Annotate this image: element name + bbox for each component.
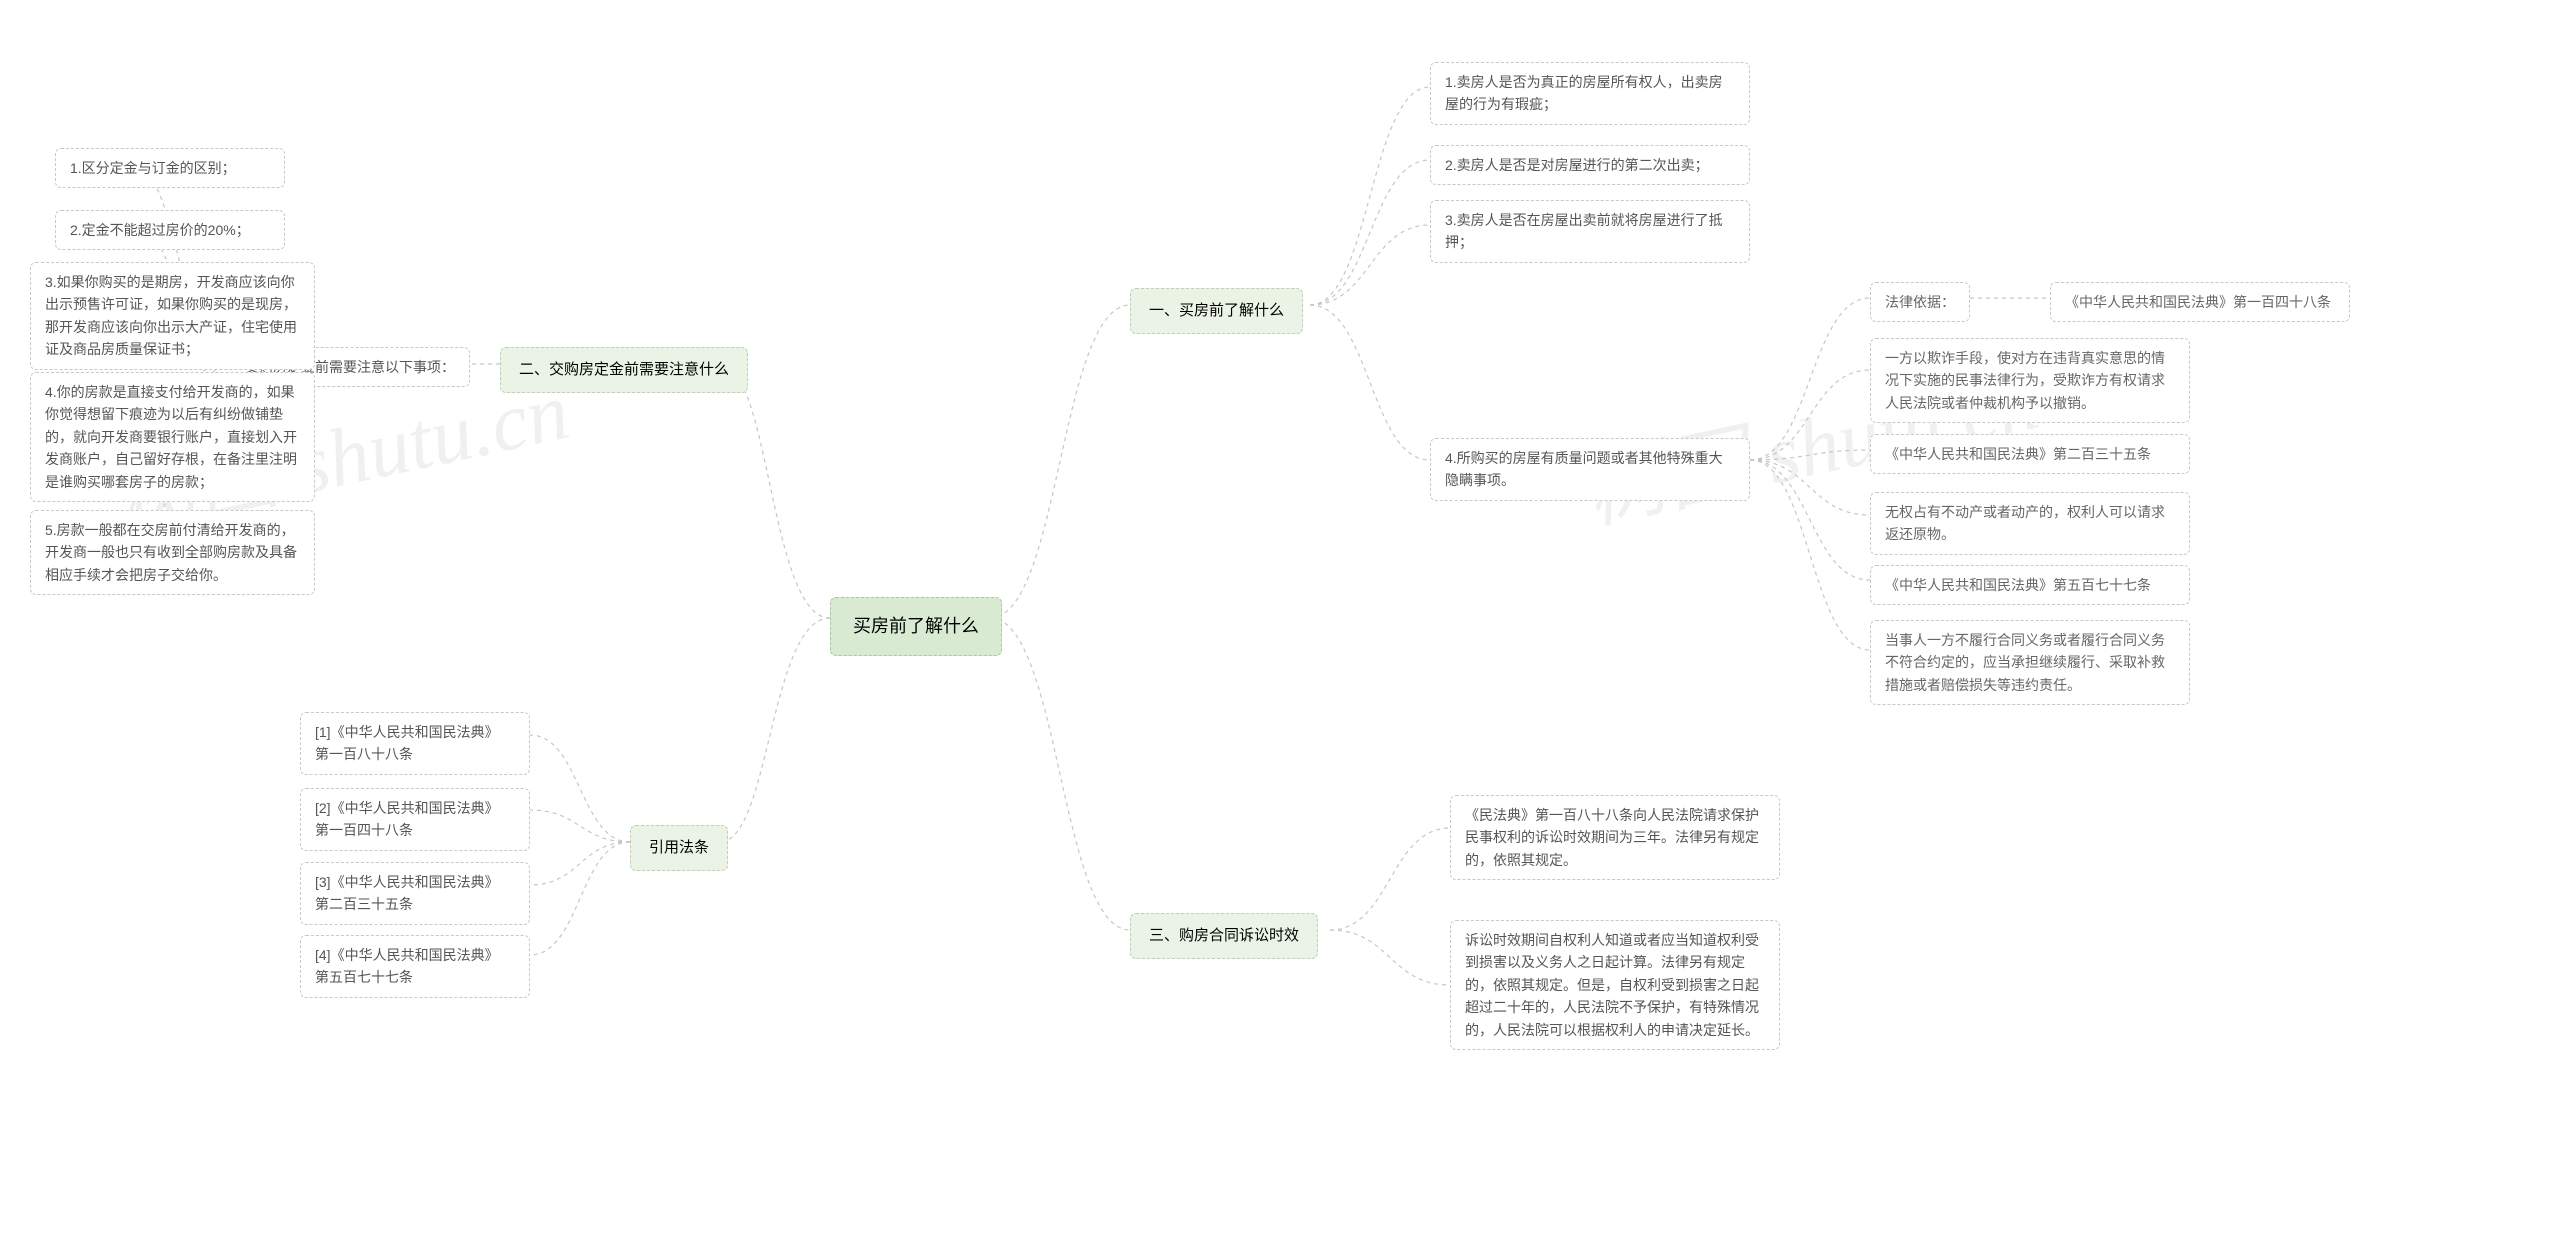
leaf-cite-2: [2]《中华人民共和国民法典》 第一百四十八条	[300, 788, 530, 851]
leaf-cite-1: [1]《中华人民共和国民法典》 第一百八十八条	[300, 712, 530, 775]
branch-section-1[interactable]: 一、买房前了解什么	[1130, 288, 1303, 334]
leaf-2-2: 2.定金不能超过房价的20%；	[55, 210, 285, 250]
leaf-2-5: 5.房款一般都在交房前付清给开发商的，开发商一般也只有收到全部购房款及具备相应手…	[30, 510, 315, 595]
leaf-1-4-f: 当事人一方不履行合同义务或者履行合同义务不符合约定的，应当承担继续履行、采取补救…	[1870, 620, 2190, 705]
leaf-1-4-lawbasis: 法律依据：	[1870, 282, 1970, 322]
branch-section-3[interactable]: 三、购房合同诉讼时效	[1130, 913, 1318, 959]
leaf-1-3: 3.卖房人是否在房屋出卖前就将房屋进行了抵押；	[1430, 200, 1750, 263]
leaf-1-4-b: 一方以欺诈手段，使对方在违背真实意思的情况下实施的民事法律行为，受欺诈方有权请求…	[1870, 338, 2190, 423]
leaf-2-3: 3.如果你购买的是期房，开发商应该向你出示预售许可证，如果你购买的是现房，那开发…	[30, 262, 315, 370]
leaf-2-4: 4.你的房款是直接支付给开发商的，如果你觉得想留下痕迹为以后有纠纷做铺垫的，就向…	[30, 372, 315, 502]
leaf-1-4-e: 《中华人民共和国民法典》第五百七十七条	[1870, 565, 2190, 605]
leaf-3-1: 《民法典》第一百八十八条向人民法院请求保护民事权利的诉讼时效期间为三年。法律另有…	[1450, 795, 1780, 880]
leaf-1-1: 1.卖房人是否为真正的房屋所有权人，出卖房屋的行为有瑕疵；	[1430, 62, 1750, 125]
branch-section-2[interactable]: 二、交购房定金前需要注意什么	[500, 347, 748, 393]
leaf-1-4: 4.所购买的房屋有质量问题或者其他特殊重大隐瞒事项。	[1430, 438, 1750, 501]
leaf-1-4-d: 无权占有不动产或者动产的，权利人可以请求返还原物。	[1870, 492, 2190, 555]
leaf-1-4-lawbasis-cite: 《中华人民共和国民法典》第一百四十八条	[2050, 282, 2350, 322]
leaf-1-4-c: 《中华人民共和国民法典》第二百三十五条	[1870, 434, 2190, 474]
leaf-cite-4: [4]《中华人民共和国民法典》 第五百七十七条	[300, 935, 530, 998]
leaf-1-2: 2.卖房人是否是对房屋进行的第二次出卖；	[1430, 145, 1750, 185]
connectors-svg	[0, 0, 2560, 1237]
root-node[interactable]: 买房前了解什么	[830, 597, 1002, 656]
branch-citations[interactable]: 引用法条	[630, 825, 728, 871]
leaf-2-1b: 1.区分定金与订金的区别；	[55, 148, 285, 188]
leaf-cite-3: [3]《中华人民共和国民法典》 第二百三十五条	[300, 862, 530, 925]
leaf-3-2: 诉讼时效期间自权利人知道或者应当知道权利受到损害以及义务人之日起计算。法律另有规…	[1450, 920, 1780, 1050]
